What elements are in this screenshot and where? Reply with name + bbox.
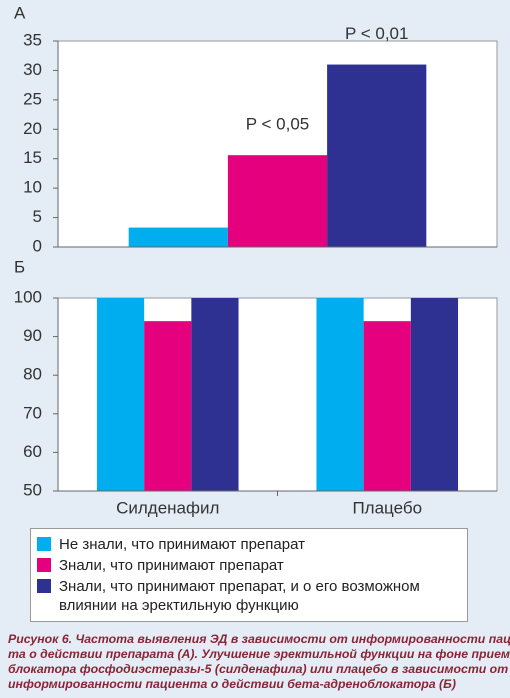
y-tick-label: 60	[23, 442, 42, 461]
y-tick-label: 70	[23, 403, 42, 422]
legend-swatch	[37, 537, 51, 551]
y-tick-label: 20	[23, 119, 42, 138]
bar	[96, 298, 145, 491]
legend-swatch	[37, 579, 51, 593]
legend: Не знали, что принимают препарат Знали, ч…	[30, 528, 468, 622]
bar	[327, 64, 427, 248]
annotation: P < 0,01	[345, 24, 409, 43]
legend-label: Знали, что принимают препарат	[59, 557, 284, 574]
bar	[191, 298, 239, 491]
y-tick-label: 10	[23, 178, 42, 197]
legend-entry: Знали, что принимают препарат	[37, 556, 461, 575]
bar	[410, 298, 459, 491]
legend-swatch	[37, 558, 51, 572]
caption: Рисунок 6. Частота выявления ЭД в зависи…	[8, 632, 510, 692]
panel-label: Б	[14, 257, 25, 276]
y-tick-label: 35	[23, 30, 42, 49]
y-tick-label: 80	[23, 365, 42, 384]
panel-label: А	[14, 3, 26, 22]
x-tick-label: Плацебо	[352, 498, 422, 517]
y-tick-label: 90	[23, 326, 42, 345]
legend-label: Не знали, что принимают препарат	[59, 536, 305, 553]
bar	[316, 298, 364, 491]
y-tick-label: 100	[14, 287, 42, 306]
bar	[128, 227, 228, 247]
y-tick-label: 0	[33, 236, 42, 255]
legend-entry: Знали, что принимают препарат, и о его в…	[37, 577, 461, 615]
y-tick-label: 5	[33, 207, 42, 226]
y-tick-label: 15	[23, 148, 42, 167]
annotation: P < 0,05	[246, 115, 310, 134]
charts: А 0 5 10 15 20 25 30 35 P < 0,05 P < 0,01 Б 50 60 70 80…	[14, 3, 498, 517]
x-tick-label: Силденафил	[116, 498, 219, 517]
y-tick-label: 25	[23, 89, 42, 108]
legend-entry: Не знали, что принимают препарат	[37, 535, 461, 554]
caption-line: Рисунок 6. Частота выявления ЭД в зависи…	[8, 632, 510, 646]
caption-line: блокатора фосфодиэстеразы-5 (силденафила…	[8, 662, 509, 676]
bar	[144, 321, 192, 491]
bar	[227, 155, 328, 247]
legend-label: Знали, что принимают препарат, и о его в…	[59, 578, 420, 614]
bar	[363, 321, 411, 491]
caption-line: та о действии препарата (А). Улучшение э…	[8, 647, 510, 661]
caption-line: информированности пациента о действии бе…	[8, 677, 456, 691]
y-tick-label: 50	[23, 480, 42, 499]
y-tick-label: 30	[23, 60, 42, 79]
